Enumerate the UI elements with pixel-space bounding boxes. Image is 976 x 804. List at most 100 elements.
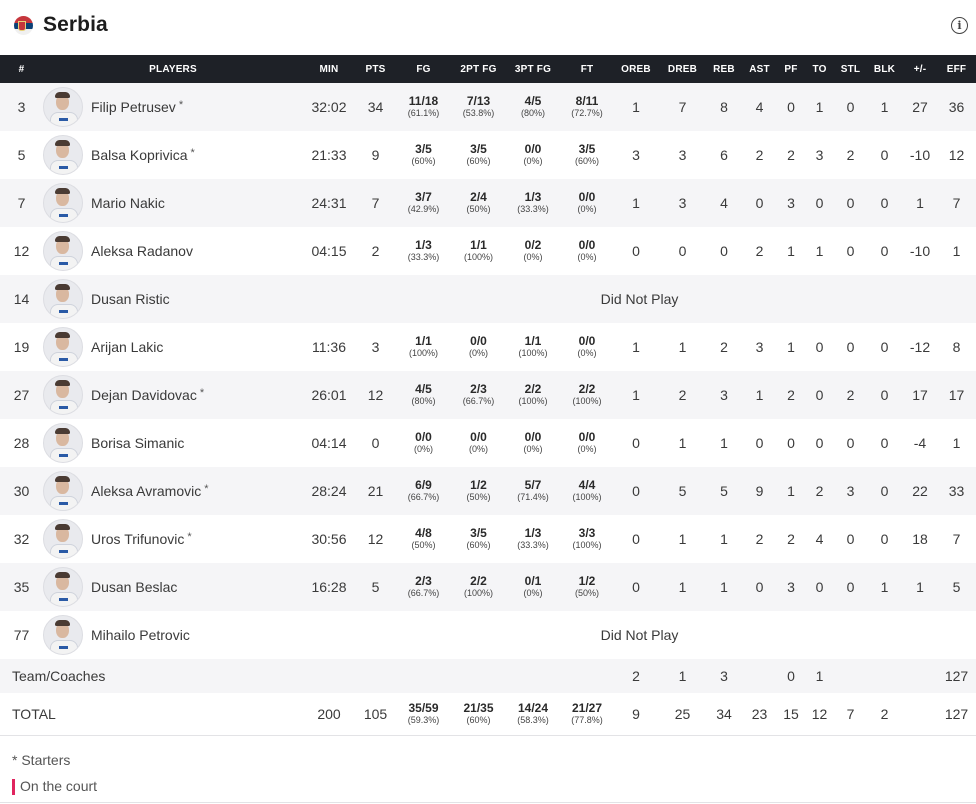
player-name[interactable]: Dusan Ristic: [91, 291, 170, 307]
table-row[interactable]: 35 Dusan Beslac 16:28 5 2/3 (66.7%) 2/2 (100%) 0…: [0, 563, 976, 611]
team-stl: [835, 659, 866, 693]
col-header-ast[interactable]: AST: [741, 55, 778, 83]
player-blk: 0: [866, 131, 903, 179]
player-ft: 0/0 (0%): [560, 227, 614, 275]
player-name-cell[interactable]: Balsa Koprivica *: [83, 131, 303, 179]
player-name-cell[interactable]: Aleksa Avramovic *: [83, 467, 303, 515]
player-avatar[interactable]: [43, 371, 83, 419]
col-header-pts[interactable]: PTS: [355, 55, 396, 83]
col-header-fg[interactable]: FG: [396, 55, 451, 83]
table-row[interactable]: 28 Borisa Simanic 04:14 0 0/0 (0%) 0/0 (0%) 0/0(…: [0, 419, 976, 467]
player-oreb: 0: [614, 227, 658, 275]
player-avatar[interactable]: [43, 275, 83, 323]
player-to: 1: [804, 83, 835, 131]
col-header-3pt-fg[interactable]: 3PT FG: [506, 55, 560, 83]
player-pts: 3: [355, 323, 396, 371]
player-ast: 9: [741, 467, 778, 515]
player-to: 0: [804, 563, 835, 611]
player-name-cell[interactable]: Dusan Beslac: [83, 563, 303, 611]
table-row[interactable]: 77 Mihailo Petrovic Did Not Play: [0, 611, 976, 659]
player-name[interactable]: Mihailo Petrovic: [91, 627, 190, 643]
player-name[interactable]: Dejan Davidovac: [91, 387, 197, 403]
table-row[interactable]: 30 Aleksa Avramovic * 28:24 21 6/9 (66.7%) 1/2(…: [0, 467, 976, 515]
col-header-to[interactable]: TO: [804, 55, 835, 83]
player-name-cell[interactable]: Dejan Davidovac *: [83, 371, 303, 419]
player-number: 7: [0, 179, 43, 227]
player-name-cell[interactable]: Filip Petrusev *: [83, 83, 303, 131]
table-row[interactable]: 5 Balsa Koprivica * 21:33 9 3/5 (60%) 3/5 (60%) 0…: [0, 131, 976, 179]
player-number: 35: [0, 563, 43, 611]
did-not-play-label: Did Not Play: [303, 611, 976, 659]
col-header-reb[interactable]: REB: [707, 55, 741, 83]
player-name[interactable]: Borisa Simanic: [91, 435, 185, 451]
starter-mark: *: [187, 531, 192, 543]
player-avatar[interactable]: [43, 467, 83, 515]
col-header-oreb[interactable]: OREB: [614, 55, 658, 83]
player-3pt-fg: 2/2 (100%): [506, 371, 560, 419]
table-row[interactable]: 27 Dejan Davidovac * 26:01 12 4/5 (80%) 2/3 (66.…: [0, 371, 976, 419]
player-pf: 1: [778, 323, 804, 371]
player-avatar[interactable]: [43, 131, 83, 179]
player-name-cell[interactable]: Dusan Ristic: [83, 275, 303, 323]
player-ft: 2/2 (100%): [560, 371, 614, 419]
table-row[interactable]: 32 Uros Trifunovic * 30:56 12 4/8 (50%) 3/5 (60%…: [0, 515, 976, 563]
player-reb: 2: [707, 323, 741, 371]
col-header-eff[interactable]: EFF: [937, 55, 976, 83]
col-header-ft[interactable]: FT: [560, 55, 614, 83]
player-avatar[interactable]: [43, 323, 83, 371]
col-header-min[interactable]: MIN: [303, 55, 355, 83]
player-to: 0: [804, 371, 835, 419]
avatar: [43, 423, 83, 463]
player-avatar[interactable]: [43, 227, 83, 275]
player-name[interactable]: Uros Trifunovic: [91, 531, 185, 547]
col-header-plus-minus[interactable]: +/-: [903, 55, 937, 83]
team-header: Serbia i: [0, 0, 976, 55]
player-name[interactable]: Dusan Beslac: [91, 579, 178, 595]
player-name-cell[interactable]: Mario Nakic: [83, 179, 303, 227]
player-stl: 3: [835, 467, 866, 515]
player-avatar[interactable]: [43, 563, 83, 611]
player-number: 12: [0, 227, 43, 275]
player-name[interactable]: Balsa Koprivica: [91, 147, 188, 163]
player-name[interactable]: Filip Petrusev: [91, 99, 176, 115]
table-row[interactable]: 7 Mario Nakic 24:31 7 3/7 (42.9%) 2/4 (50%) 1/3(…: [0, 179, 976, 227]
player-2pt-fg: 3/5 (60%): [451, 515, 506, 563]
team-coaches-row: Team/Coaches 2 1 3 0 1 127: [0, 659, 976, 693]
player-avatar[interactable]: [43, 515, 83, 563]
table-row[interactable]: 12 Aleksa Radanov 04:15 2 1/3 (33.3%) 1/1 (100%…: [0, 227, 976, 275]
player-eff: 7: [937, 515, 976, 563]
table-row[interactable]: 14 Dusan Ristic Did Not Play: [0, 275, 976, 323]
player-name-cell[interactable]: Mihailo Petrovic: [83, 611, 303, 659]
col-header-stl[interactable]: STL: [835, 55, 866, 83]
player-name-cell[interactable]: Borisa Simanic: [83, 419, 303, 467]
col-header-number[interactable]: #: [0, 55, 43, 83]
player-oreb: 0: [614, 515, 658, 563]
player-2pt-fg: 7/13 (53.8%): [451, 83, 506, 131]
player-to: 3: [804, 131, 835, 179]
player-name[interactable]: Aleksa Radanov: [91, 243, 193, 259]
player-name[interactable]: Arijan Lakic: [91, 339, 164, 355]
player-avatar[interactable]: [43, 83, 83, 131]
col-header-players[interactable]: PLAYERS: [43, 55, 303, 83]
col-header-blk[interactable]: BLK: [866, 55, 903, 83]
player-ast: 4: [741, 83, 778, 131]
player-reb: 3: [707, 371, 741, 419]
player-reb: 4: [707, 179, 741, 227]
player-avatar[interactable]: [43, 179, 83, 227]
starter-mark: *: [199, 387, 205, 399]
player-name[interactable]: Mario Nakic: [91, 195, 165, 211]
player-name-cell[interactable]: Aleksa Radanov: [83, 227, 303, 275]
table-row[interactable]: 3 Filip Petrusev * 32:02 34 11/18 (61.1%) 7/13(…: [0, 83, 976, 131]
table-row[interactable]: 19 Arijan Lakic 11:36 3 1/1 (100%) 0/0 (0%) 1/1(…: [0, 323, 976, 371]
col-header-2pt-fg[interactable]: 2PT FG: [451, 55, 506, 83]
player-avatar[interactable]: [43, 611, 83, 659]
player-avatar[interactable]: [43, 419, 83, 467]
col-header-dreb[interactable]: DREB: [658, 55, 707, 83]
info-icon[interactable]: i: [951, 17, 968, 34]
total-dreb: 25: [658, 693, 707, 736]
player-name-cell[interactable]: Uros Trifunovic *: [83, 515, 303, 563]
player-name-cell[interactable]: Arijan Lakic: [83, 323, 303, 371]
col-header-pf[interactable]: PF: [778, 55, 804, 83]
player-min: 32:02: [303, 83, 355, 131]
player-name[interactable]: Aleksa Avramovic: [91, 483, 202, 499]
